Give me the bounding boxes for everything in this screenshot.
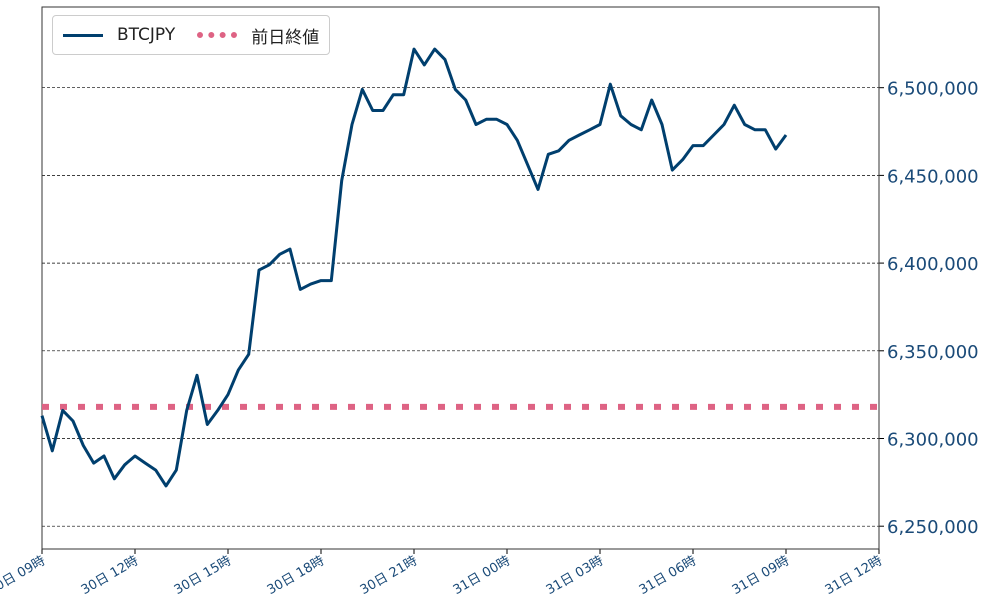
legend-item-btcjpy: BTCJPY: [63, 25, 175, 45]
x-tick-label: 30日 12時: [79, 553, 141, 598]
legend-swatch-solid: [63, 33, 103, 37]
y-tick-label: 6,300,000: [887, 429, 979, 450]
y-tick-label: 6,400,000: [887, 254, 979, 275]
plot-frame: [41, 6, 880, 550]
x-tick-label: 31日 00時: [451, 553, 513, 598]
x-tick-label: 30日 15時: [172, 553, 234, 598]
x-tick-label: 30日 21時: [358, 553, 420, 598]
x-tick-label: 31日 06時: [637, 553, 699, 598]
x-tick-label: 30日 09時: [0, 553, 48, 598]
legend-item-prev-close: 前日終値: [197, 23, 319, 48]
y-tick-label: 6,500,000: [887, 79, 979, 100]
legend-swatch-dotted: [197, 32, 238, 38]
y-tick-label: 6,450,000: [887, 166, 979, 187]
legend: BTCJPY 前日終値: [52, 15, 331, 55]
y-tick-label: 6,350,000: [887, 342, 979, 363]
x-tick-label: 30日 18時: [265, 553, 327, 598]
y-tick-label: 6,250,000: [887, 517, 979, 538]
legend-label: 前日終値: [251, 27, 320, 48]
btcjpy-line: [40, 47, 788, 488]
x-tick-label: 31日 03時: [544, 553, 606, 598]
x-tick-label: 31日 09時: [730, 553, 792, 598]
legend-label: BTCJPY: [117, 25, 176, 45]
x-tick-label: 31日 12時: [823, 553, 885, 598]
